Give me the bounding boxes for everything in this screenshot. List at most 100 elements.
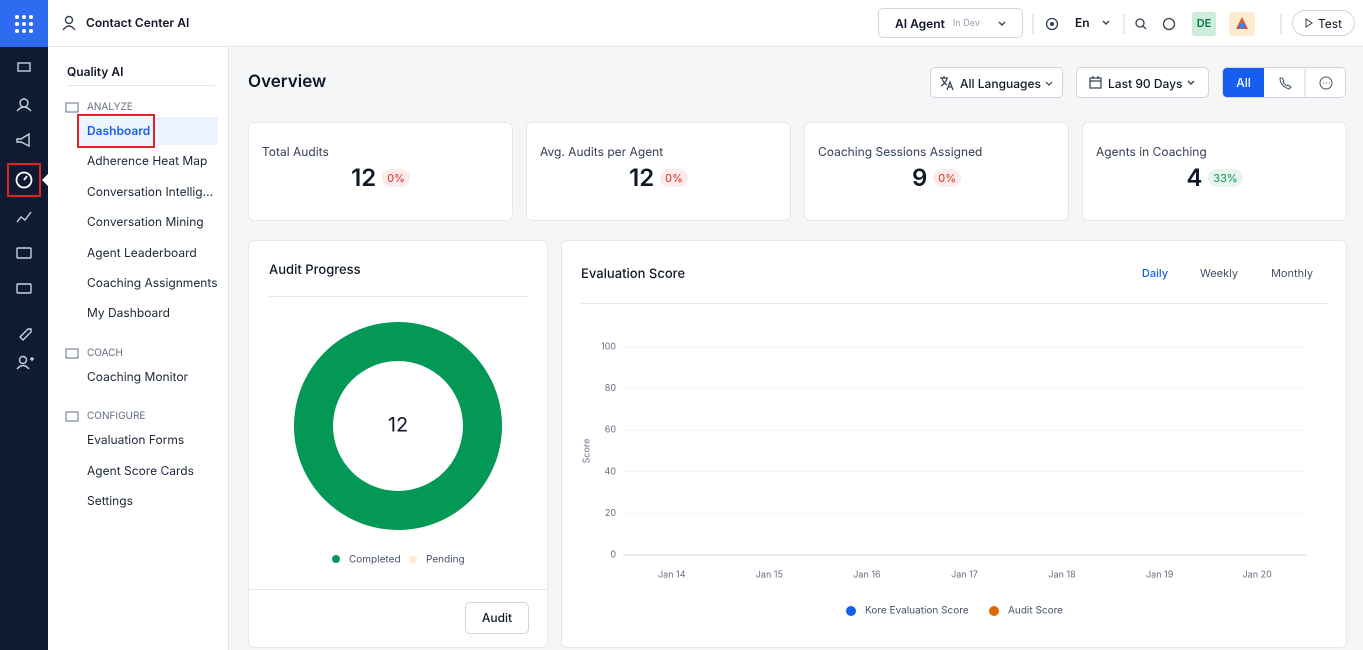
nav-rail [0, 0, 48, 650]
sidebar: Quality AI ANALYZE Dashboard Adherence Hea… [48, 47, 229, 650]
kpi-card: Agents in Coaching 4 33% [1082, 122, 1347, 221]
translate-icon [940, 76, 954, 91]
language[interactable]: En [1075, 15, 1090, 30]
tab[interactable]: Monthly [1271, 266, 1313, 280]
nav-item[interactable]: Adherence Heat Map [87, 153, 208, 169]
section-label: CONFIGURE [87, 410, 146, 423]
legend-label: Kore Evaluation Score [865, 605, 969, 617]
kpi-value: 4 [1186, 163, 1203, 192]
channel-toggle: All [1222, 67, 1346, 98]
y-axis-label: Score [581, 439, 592, 464]
kpi-change: 0% [933, 168, 962, 187]
app-name: Contact Center AI [86, 15, 190, 30]
card-title: Evaluation Score [581, 266, 686, 282]
legend-swatch [989, 606, 999, 616]
apps-icon [15, 15, 33, 33]
channel-all[interactable]: All [1223, 68, 1264, 97]
kpi-label: Avg. Audits per Agent [540, 144, 664, 159]
kpi-label: Total Audits [262, 144, 329, 159]
x-tick-label: Jan 15 [756, 569, 783, 580]
chevron [998, 21, 1006, 26]
kpi-value: 9 [911, 163, 928, 192]
nav-item[interactable]: Conversation Intellig... [87, 183, 214, 199]
page-title: Overview [248, 72, 327, 92]
kpi-change: 33% [1208, 168, 1243, 187]
top-icons[interactable] [1030, 10, 1360, 38]
card-title: Audit Progress [269, 262, 361, 278]
legend-swatch [846, 606, 856, 616]
section-icon [65, 411, 79, 422]
divider [581, 303, 1327, 304]
active-bg [77, 117, 218, 145]
divider [249, 589, 547, 590]
kpi-card: Coaching Sessions Assigned 9 0% [804, 122, 1069, 221]
test-label: Test [1318, 16, 1343, 31]
nav-item[interactable]: Agent Leaderboard [87, 244, 197, 260]
nav-item[interactable]: Settings [87, 493, 133, 508]
rail-icons[interactable] [0, 47, 48, 387]
agent-dropdown[interactable]: AI Agent In Dev [878, 8, 1023, 38]
section-icon [65, 348, 79, 359]
channel-icons[interactable] [1264, 68, 1346, 98]
section-label: ANALYZE [87, 101, 133, 113]
play-icon [1305, 18, 1313, 28]
date-filter-label: Last 90 Days [1108, 76, 1183, 91]
kpi-label: Agents in Coaching [1096, 144, 1207, 159]
icon-shape [65, 348, 79, 359]
x-tick-label: Jan 17 [951, 569, 978, 580]
language-filter-label: All Languages [960, 76, 1041, 91]
kpi-card: Avg. Audits per Agent 12 0% [526, 122, 791, 221]
user-badge[interactable]: DE [1196, 16, 1212, 30]
kpi-value: 12 [351, 163, 377, 192]
date-filter[interactable]: Last 90 Days [1076, 67, 1209, 98]
tab[interactable]: Weekly [1200, 266, 1238, 280]
donut-center: 12 [388, 412, 408, 436]
x-tick-label: Jan 19 [1146, 569, 1174, 580]
y-tick-label: 100 [601, 341, 616, 352]
tab[interactable]: Daily [1142, 266, 1169, 280]
calendar-icon [1089, 76, 1102, 89]
section-label: COACH [87, 346, 123, 359]
nav-item[interactable]: My Dashboard [87, 305, 170, 321]
icon-shape [65, 102, 79, 113]
donut-slice [294, 322, 502, 530]
divider [67, 85, 215, 86]
language-filter[interactable]: All Languages [930, 67, 1063, 98]
sidebar-title: Quality AI [67, 64, 124, 79]
agent-name: AI Agent [895, 16, 945, 31]
legend-swatch [409, 555, 417, 563]
nav-item[interactable]: Agent Score Cards [87, 462, 194, 478]
nav-item[interactable]: Coaching Assignments [87, 275, 218, 290]
y-tick-label: 60 [605, 425, 617, 436]
user-icon [62, 15, 76, 31]
kpi-row: 12 0% [249, 163, 512, 192]
nav-item[interactable]: Evaluation Forms [87, 432, 185, 448]
y-tick-label: 20 [605, 508, 616, 519]
legend-swatch [332, 555, 340, 563]
kpi-value: 12 [629, 163, 655, 192]
legend-label: Audit Score [1008, 605, 1063, 617]
x-tick-label: Jan 14 [658, 569, 686, 580]
chevron [1045, 81, 1053, 86]
nav-item[interactable]: Conversation Mining [87, 214, 204, 230]
apps-button[interactable] [0, 0, 48, 47]
agent-status: In Dev [953, 18, 980, 29]
x-tick-label: Jan 20 [1243, 569, 1273, 580]
y-tick-label: 80 [605, 383, 617, 394]
kpi-row: 4 33% [1083, 163, 1346, 192]
nav-item[interactable]: Dashboard [87, 123, 151, 138]
test-button[interactable]: Test [1292, 10, 1355, 36]
section-icon [65, 102, 79, 113]
x-tick-label: Jan 18 [1048, 569, 1076, 580]
y-tick-label: 40 [605, 466, 617, 477]
kpi-change: 0% [660, 168, 688, 187]
icon-shape [65, 411, 79, 422]
kpi-change: 0% [382, 168, 410, 187]
kpi-row: 12 0% [527, 163, 790, 192]
nav-item[interactable]: Coaching Monitor [87, 368, 189, 384]
audit-button[interactable]: Audit [465, 602, 529, 634]
legend-label: Completed [349, 554, 401, 566]
evaluation-card: Evaluation Score [561, 240, 1347, 648]
